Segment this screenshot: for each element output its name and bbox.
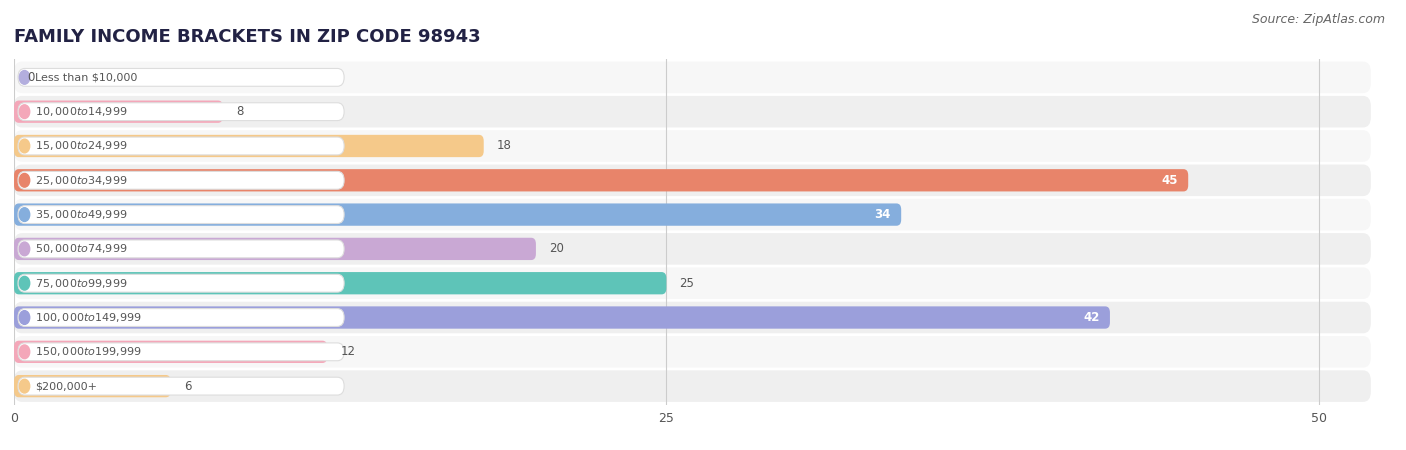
Text: $35,000 to $49,999: $35,000 to $49,999	[35, 208, 128, 221]
FancyBboxPatch shape	[14, 100, 222, 123]
FancyBboxPatch shape	[14, 203, 901, 226]
FancyBboxPatch shape	[14, 199, 1371, 230]
FancyBboxPatch shape	[18, 240, 344, 258]
FancyBboxPatch shape	[14, 96, 1371, 127]
Text: $15,000 to $24,999: $15,000 to $24,999	[35, 140, 128, 153]
FancyBboxPatch shape	[14, 233, 1371, 265]
Text: $25,000 to $34,999: $25,000 to $34,999	[35, 174, 128, 187]
FancyBboxPatch shape	[18, 274, 344, 292]
FancyBboxPatch shape	[14, 130, 1371, 162]
Text: $75,000 to $99,999: $75,000 to $99,999	[35, 277, 128, 290]
FancyBboxPatch shape	[14, 135, 484, 157]
FancyBboxPatch shape	[18, 103, 344, 121]
FancyBboxPatch shape	[14, 267, 1371, 299]
Text: $100,000 to $149,999: $100,000 to $149,999	[35, 311, 142, 324]
Text: 25: 25	[679, 277, 695, 290]
Circle shape	[20, 139, 30, 153]
Circle shape	[20, 310, 30, 324]
Text: 12: 12	[340, 345, 356, 358]
Text: Source: ZipAtlas.com: Source: ZipAtlas.com	[1251, 14, 1385, 27]
FancyBboxPatch shape	[18, 377, 344, 395]
Text: $10,000 to $14,999: $10,000 to $14,999	[35, 105, 128, 118]
Text: 6: 6	[184, 380, 191, 393]
Text: 8: 8	[236, 105, 243, 118]
Circle shape	[20, 345, 30, 359]
FancyBboxPatch shape	[18, 137, 344, 155]
Text: $150,000 to $199,999: $150,000 to $199,999	[35, 345, 142, 358]
FancyBboxPatch shape	[18, 206, 344, 224]
Circle shape	[20, 173, 30, 187]
Circle shape	[20, 208, 30, 221]
Text: $50,000 to $74,999: $50,000 to $74,999	[35, 243, 128, 256]
Text: 42: 42	[1083, 311, 1099, 324]
FancyBboxPatch shape	[14, 306, 1109, 328]
FancyBboxPatch shape	[14, 336, 1371, 368]
FancyBboxPatch shape	[14, 370, 1371, 402]
Circle shape	[20, 379, 30, 393]
Text: 34: 34	[875, 208, 891, 221]
Text: Less than $10,000: Less than $10,000	[35, 72, 138, 82]
FancyBboxPatch shape	[14, 238, 536, 260]
FancyBboxPatch shape	[14, 165, 1371, 196]
FancyBboxPatch shape	[14, 62, 1371, 93]
FancyBboxPatch shape	[14, 375, 170, 397]
Text: 20: 20	[548, 243, 564, 256]
FancyBboxPatch shape	[14, 341, 328, 363]
Text: FAMILY INCOME BRACKETS IN ZIP CODE 98943: FAMILY INCOME BRACKETS IN ZIP CODE 98943	[14, 28, 481, 46]
Text: 0: 0	[27, 71, 35, 84]
FancyBboxPatch shape	[18, 343, 344, 361]
FancyBboxPatch shape	[18, 68, 344, 86]
Circle shape	[20, 242, 30, 256]
Text: 18: 18	[496, 140, 512, 153]
FancyBboxPatch shape	[18, 171, 344, 189]
Circle shape	[20, 105, 30, 118]
Text: 45: 45	[1161, 174, 1178, 187]
FancyBboxPatch shape	[14, 169, 1188, 191]
FancyBboxPatch shape	[14, 302, 1371, 333]
FancyBboxPatch shape	[18, 309, 344, 326]
Text: $200,000+: $200,000+	[35, 381, 97, 391]
Circle shape	[20, 276, 30, 290]
Circle shape	[20, 71, 30, 84]
FancyBboxPatch shape	[14, 272, 666, 294]
